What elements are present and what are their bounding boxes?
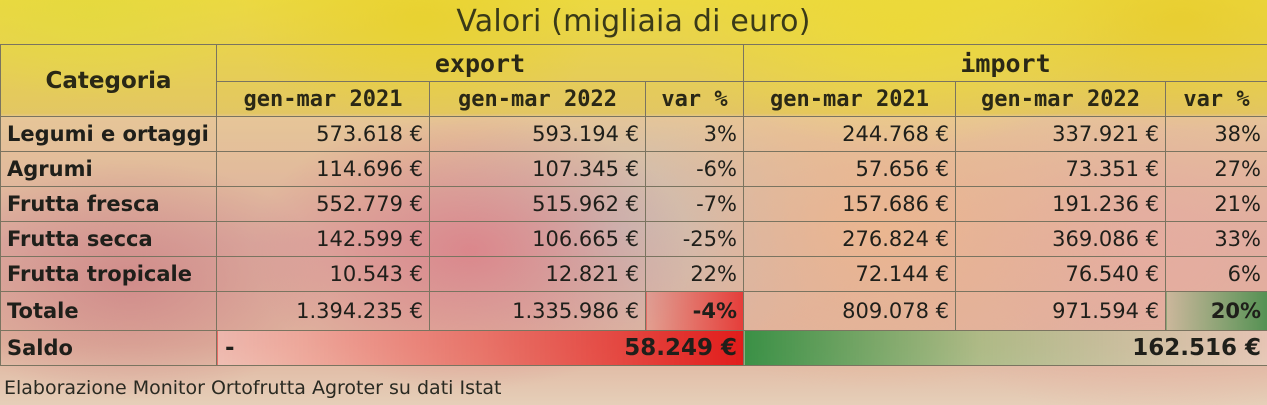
cell-import-2021: 72.144 € bbox=[743, 256, 956, 292]
cell-export-2022: 515.962 € bbox=[429, 186, 646, 222]
cell-import-2021: 157.686 € bbox=[743, 186, 956, 222]
cell-import-2022: 337.921 € bbox=[955, 116, 1166, 152]
total-export-2022: 1.335.986 € bbox=[429, 291, 646, 331]
row-label: Agrumi bbox=[0, 151, 217, 187]
total-export-2021: 1.394.235 € bbox=[216, 291, 430, 331]
total-export-var: -4% bbox=[645, 291, 744, 331]
cell-import-2022: 369.086 € bbox=[955, 221, 1166, 257]
table-row: Legumi e ortaggi 573.618 € 593.194 € 3% … bbox=[0, 116, 1267, 152]
cell-export-2022: 12.821 € bbox=[429, 256, 646, 292]
cell-import-2021: 244.768 € bbox=[743, 116, 956, 152]
saldo-export-sign: - bbox=[225, 335, 235, 361]
cell-export-2021: 10.543 € bbox=[216, 256, 430, 292]
saldo-row: Saldo - 58.249 € 162.516 € bbox=[0, 330, 1267, 366]
col-header-import-var: var % bbox=[1165, 81, 1267, 117]
cell-import-2022: 76.540 € bbox=[955, 256, 1166, 292]
total-import-2021: 809.078 € bbox=[743, 291, 956, 331]
col-header-import-2022: gen-mar 2022 bbox=[955, 81, 1166, 117]
total-import-2022: 971.594 € bbox=[955, 291, 1166, 331]
total-row: Totale 1.394.235 € 1.335.986 € -4% 809.0… bbox=[0, 291, 1267, 331]
total-import-var: 20% bbox=[1165, 291, 1267, 331]
row-label: Legumi e ortaggi bbox=[0, 116, 217, 152]
cell-import-2021: 276.824 € bbox=[743, 221, 956, 257]
cell-export-2021: 142.599 € bbox=[216, 221, 430, 257]
saldo-label: Saldo bbox=[0, 330, 217, 366]
cell-import-var: 27% bbox=[1165, 151, 1267, 187]
cell-import-var: 33% bbox=[1165, 221, 1267, 257]
row-label: Frutta secca bbox=[0, 221, 217, 257]
cell-export-2022: 107.345 € bbox=[429, 151, 646, 187]
cell-export-var: -25% bbox=[645, 221, 744, 257]
cell-export-2022: 593.194 € bbox=[429, 116, 646, 152]
cell-export-var: -7% bbox=[645, 186, 744, 222]
header-row-groups: Categoria export import bbox=[0, 44, 1267, 117]
col-header-export-var: var % bbox=[645, 81, 744, 117]
total-label: Totale bbox=[0, 291, 217, 331]
cell-export-2021: 573.618 € bbox=[216, 116, 430, 152]
cell-import-2021: 57.656 € bbox=[743, 151, 956, 187]
row-label: Frutta fresca bbox=[0, 186, 217, 222]
col-header-export-2021: gen-mar 2021 bbox=[216, 81, 430, 117]
trade-table: Categoria export import gen-mar 2021 gen… bbox=[0, 44, 1267, 366]
import-header: import bbox=[743, 44, 1267, 82]
category-header: Categoria bbox=[0, 44, 217, 117]
cell-import-var: 38% bbox=[1165, 116, 1267, 152]
table-title: Valori (migliaia di euro) bbox=[456, 4, 811, 39]
saldo-export-cell: - 58.249 € bbox=[216, 330, 744, 366]
cell-export-2021: 552.779 € bbox=[216, 186, 430, 222]
cell-import-2022: 73.351 € bbox=[955, 151, 1166, 187]
row-label: Frutta tropicale bbox=[0, 256, 217, 292]
table-row: Agrumi 114.696 € 107.345 € -6% 57.656 € … bbox=[0, 151, 1267, 187]
cell-export-2021: 114.696 € bbox=[216, 151, 430, 187]
cell-export-2022: 106.665 € bbox=[429, 221, 646, 257]
cell-import-2022: 191.236 € bbox=[955, 186, 1166, 222]
cell-import-var: 21% bbox=[1165, 186, 1267, 222]
col-header-import-2021: gen-mar 2021 bbox=[743, 81, 956, 117]
saldo-export-value: 58.249 € bbox=[624, 335, 737, 361]
cell-import-var: 6% bbox=[1165, 256, 1267, 292]
source-note: Elaborazione Monitor Ortofrutta Agroter … bbox=[4, 377, 502, 399]
col-header-export-2022: gen-mar 2022 bbox=[429, 81, 646, 117]
table-row: Frutta tropicale 10.543 € 12.821 € 22% 7… bbox=[0, 256, 1267, 292]
cell-export-var: 22% bbox=[645, 256, 744, 292]
cell-export-var: -6% bbox=[645, 151, 744, 187]
export-header: export bbox=[216, 44, 744, 82]
cell-export-var: 3% bbox=[645, 116, 744, 152]
table-row: Frutta secca 142.599 € 106.665 € -25% 27… bbox=[0, 221, 1267, 257]
saldo-import-value: 162.516 € bbox=[743, 330, 1267, 366]
table-row: Frutta fresca 552.779 € 515.962 € -7% 15… bbox=[0, 186, 1267, 222]
